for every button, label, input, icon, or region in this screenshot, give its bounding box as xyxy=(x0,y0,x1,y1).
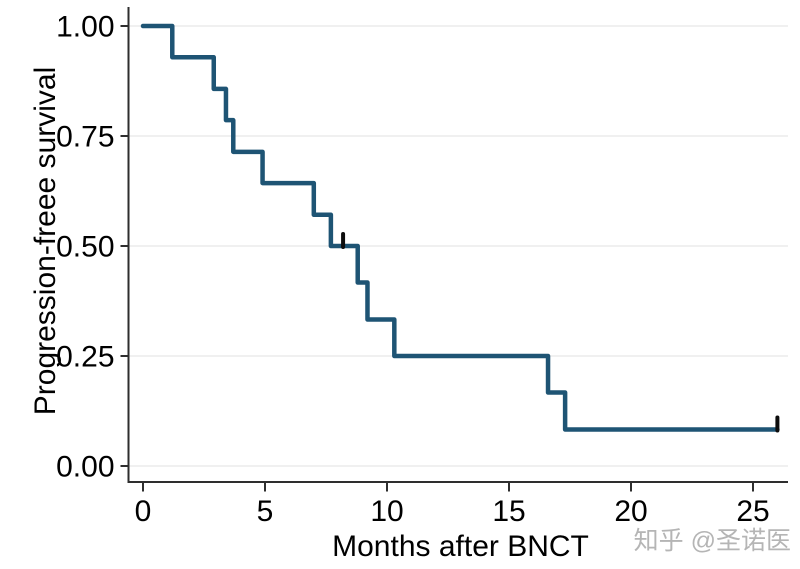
y-tick-label: 0.75 xyxy=(56,121,114,154)
x-tick-label: 10 xyxy=(370,495,403,528)
y-tick-label: 0.50 xyxy=(56,231,114,264)
x-tick-label: 20 xyxy=(614,495,647,528)
x-tick-label: 0 xyxy=(135,495,152,528)
x-tick-label: 15 xyxy=(492,495,525,528)
x-tick-label: 25 xyxy=(736,495,769,528)
km-curve-path xyxy=(140,23,780,432)
x-axis-title: Months after BNCT xyxy=(332,530,589,563)
y-tick-label: 1.00 xyxy=(56,11,114,44)
y-axis-title: Progression-freee survival xyxy=(29,66,62,416)
watermark-text: 知乎 @圣诺医 xyxy=(633,527,791,555)
y-tick-label: 0.00 xyxy=(56,451,114,484)
x-tick-label: 5 xyxy=(257,495,274,528)
y-tick-label: 0.25 xyxy=(56,341,114,374)
